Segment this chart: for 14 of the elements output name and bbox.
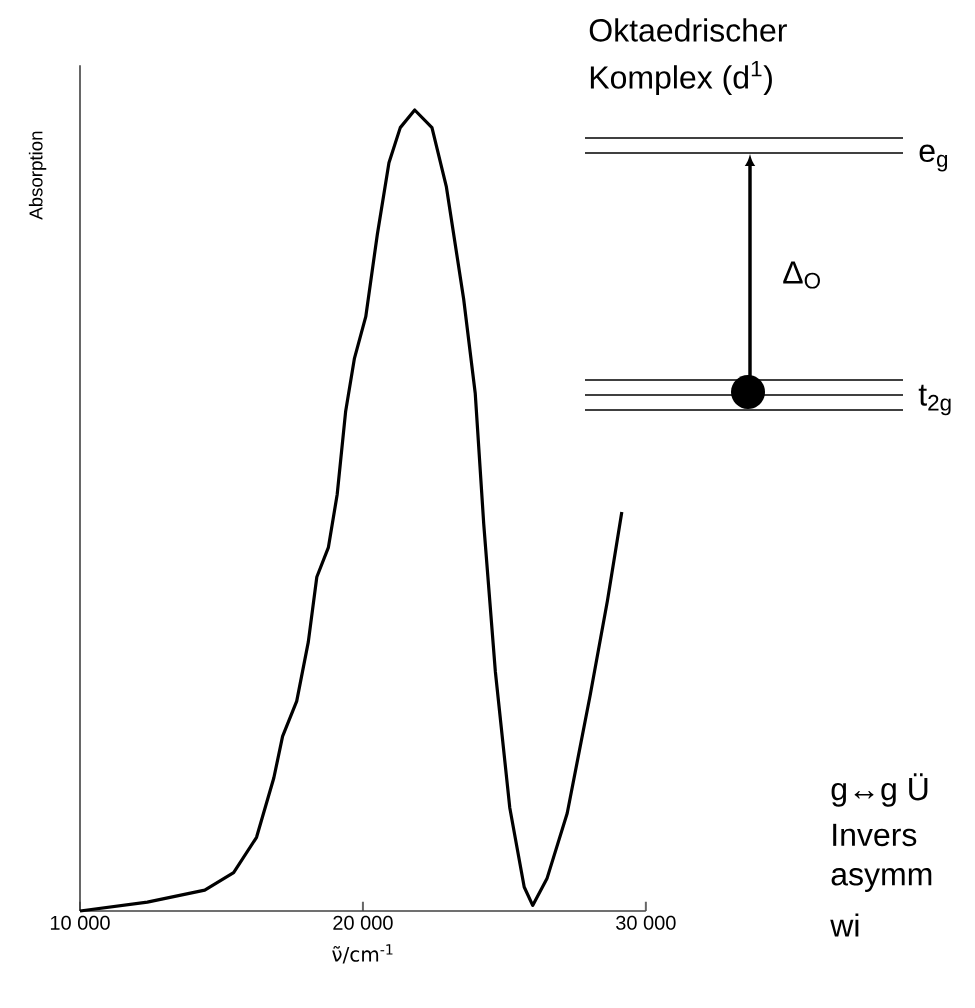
y-axis-title: Absorption bbox=[28, 131, 47, 220]
text: wi bbox=[830, 913, 859, 937]
text: Komplex (d$^{1}$) bbox=[590, 60, 772, 96]
x-tick-label: 20 000 bbox=[333, 915, 393, 930]
text: Oktaedrischer bbox=[589, 18, 787, 42]
text: Δ$_{O}$ bbox=[783, 261, 820, 289]
text: asymm bbox=[831, 868, 932, 892]
x-axis-title: ν̃/cm$^{-1}$ bbox=[332, 944, 393, 964]
text: t$_{2g}$ bbox=[918, 384, 951, 416]
text: e$_{g}$ bbox=[919, 144, 948, 172]
x-tick-label: 10 000 bbox=[50, 915, 110, 930]
x-tick-label: 30 000 bbox=[616, 915, 676, 930]
text: g↔g Ü bbox=[831, 773, 928, 807]
text: Invers bbox=[833, 823, 917, 847]
